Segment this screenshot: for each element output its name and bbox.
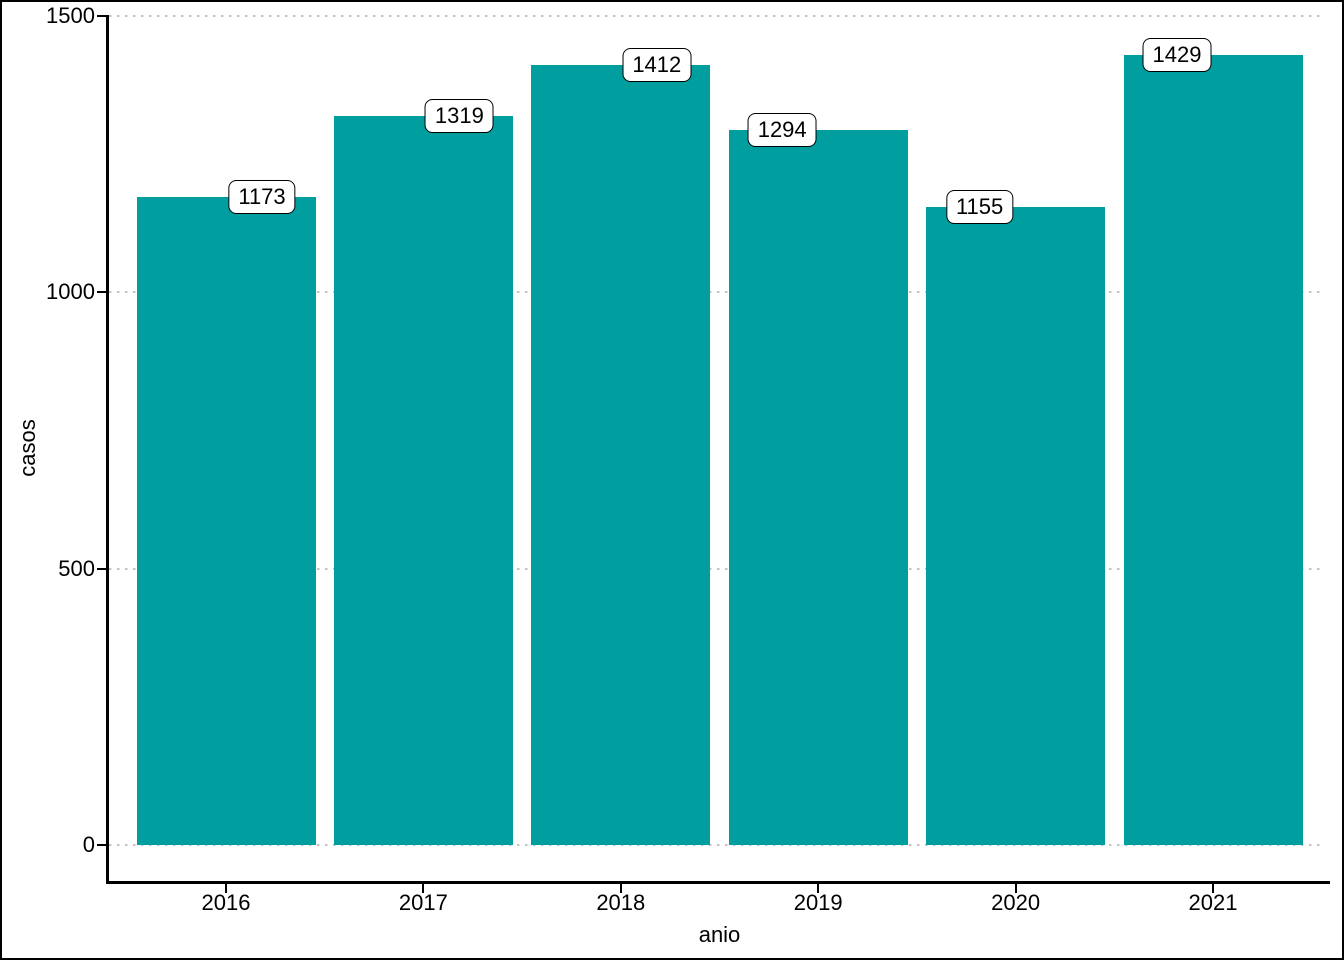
gridline-1500 [109,15,1325,17]
y-tick-1500 [97,15,107,17]
y-tick-0 [97,844,107,846]
bar-2021 [1123,55,1303,845]
y-axis-title: casos [15,419,40,477]
bar-2019 [728,129,908,845]
bar-2016 [136,196,316,845]
gridline-1000 [109,291,1325,294]
bar-2017 [333,116,513,845]
x-tick-2018 [619,883,622,893]
bar-label-2016: 1173 [228,179,296,214]
y-tick-500 [97,567,107,570]
x-tick-label-2017: 2017 [398,890,448,915]
x-tick-2017 [422,883,425,893]
x-tick-label-2021: 2021 [1188,890,1238,915]
bar-2020 [926,206,1106,845]
bar-label-2018: 1412 [622,47,692,82]
bar-label-2020: 1155 [945,189,1014,224]
gridline-500 [109,567,1325,570]
x-axis-title: anio [698,922,741,947]
x-tick-label-2018: 2018 [596,890,646,915]
y-tick-label-0: 0 [82,832,95,857]
x-tick-label-2016: 2016 [201,890,251,915]
bar-label-2021: 1429 [1142,38,1212,73]
y-tick-label-1500: 1500 [46,3,95,28]
y-axis-line [106,15,109,883]
y-tick-label-500: 500 [58,555,95,581]
bar-label-2017: 1319 [424,99,494,134]
gridline-0 [109,844,1325,846]
bar-2018 [531,64,711,845]
x-tick-2019 [817,883,820,893]
x-tick-2020 [1014,883,1017,893]
x-tick-2021 [1212,883,1214,893]
x-tick-2016 [225,883,227,893]
x-tick-label-2019: 2019 [793,890,843,915]
x-tick-label-2020: 2020 [991,890,1041,915]
y-tick-1000 [97,291,107,294]
x-axis-line [106,881,1330,884]
y-tick-label-1000: 1000 [46,279,95,305]
bar-label-2019: 1294 [747,112,817,147]
